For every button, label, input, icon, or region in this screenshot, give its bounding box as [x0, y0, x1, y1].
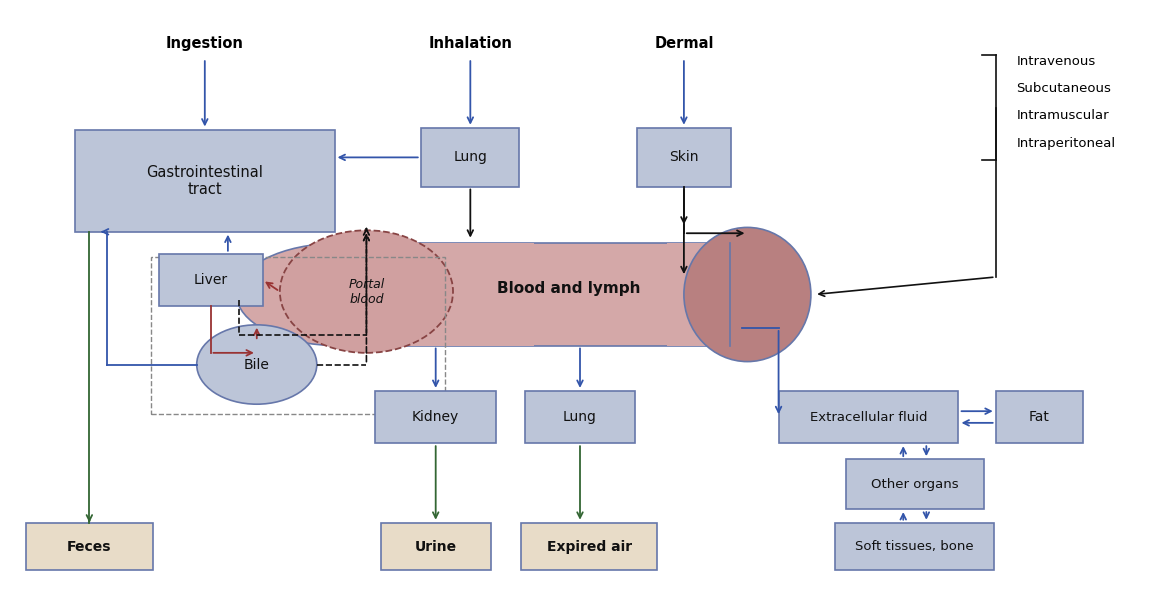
Text: Extracellular fluid: Extracellular fluid: [810, 411, 927, 423]
Text: Fat: Fat: [1029, 410, 1050, 424]
Text: Blood and lymph: Blood and lymph: [496, 281, 640, 296]
Text: Intramuscular: Intramuscular: [1016, 110, 1109, 123]
FancyBboxPatch shape: [525, 391, 635, 444]
Text: Inhalation: Inhalation: [428, 36, 513, 51]
FancyBboxPatch shape: [637, 128, 731, 187]
Text: Intraperitoneal: Intraperitoneal: [1016, 137, 1116, 150]
FancyBboxPatch shape: [338, 243, 534, 346]
FancyBboxPatch shape: [996, 391, 1082, 444]
FancyBboxPatch shape: [835, 522, 994, 571]
Text: Other organs: Other organs: [871, 478, 958, 491]
FancyBboxPatch shape: [521, 522, 658, 571]
Text: Gastrointestinal
tract: Gastrointestinal tract: [146, 164, 263, 197]
Ellipse shape: [197, 325, 317, 404]
Text: Ingestion: Ingestion: [166, 36, 244, 51]
Text: Liver: Liver: [194, 273, 227, 287]
Text: Urine: Urine: [414, 540, 457, 554]
FancyBboxPatch shape: [667, 243, 730, 346]
FancyBboxPatch shape: [75, 130, 335, 232]
Text: Intravenous: Intravenous: [1016, 55, 1096, 68]
FancyBboxPatch shape: [380, 522, 491, 571]
Text: Feces: Feces: [67, 540, 111, 554]
Text: Portal
blood: Portal blood: [348, 277, 385, 306]
Ellipse shape: [684, 227, 811, 362]
Ellipse shape: [280, 230, 454, 353]
Text: Expired air: Expired air: [546, 540, 632, 554]
Text: Lung: Lung: [454, 150, 487, 164]
Ellipse shape: [237, 243, 438, 346]
FancyBboxPatch shape: [846, 459, 984, 509]
FancyBboxPatch shape: [159, 254, 262, 306]
Text: Skin: Skin: [669, 150, 698, 164]
Text: Lung: Lung: [563, 410, 597, 424]
Text: Soft tissues, bone: Soft tissues, bone: [855, 540, 974, 553]
FancyBboxPatch shape: [421, 128, 520, 187]
FancyBboxPatch shape: [780, 391, 958, 444]
Text: Bile: Bile: [244, 358, 269, 372]
Text: Dermal: Dermal: [654, 36, 713, 51]
FancyBboxPatch shape: [338, 243, 730, 346]
Text: Subcutaneous: Subcutaneous: [1016, 82, 1111, 95]
Text: Kidney: Kidney: [412, 410, 459, 424]
FancyBboxPatch shape: [26, 522, 153, 571]
FancyBboxPatch shape: [375, 391, 496, 444]
